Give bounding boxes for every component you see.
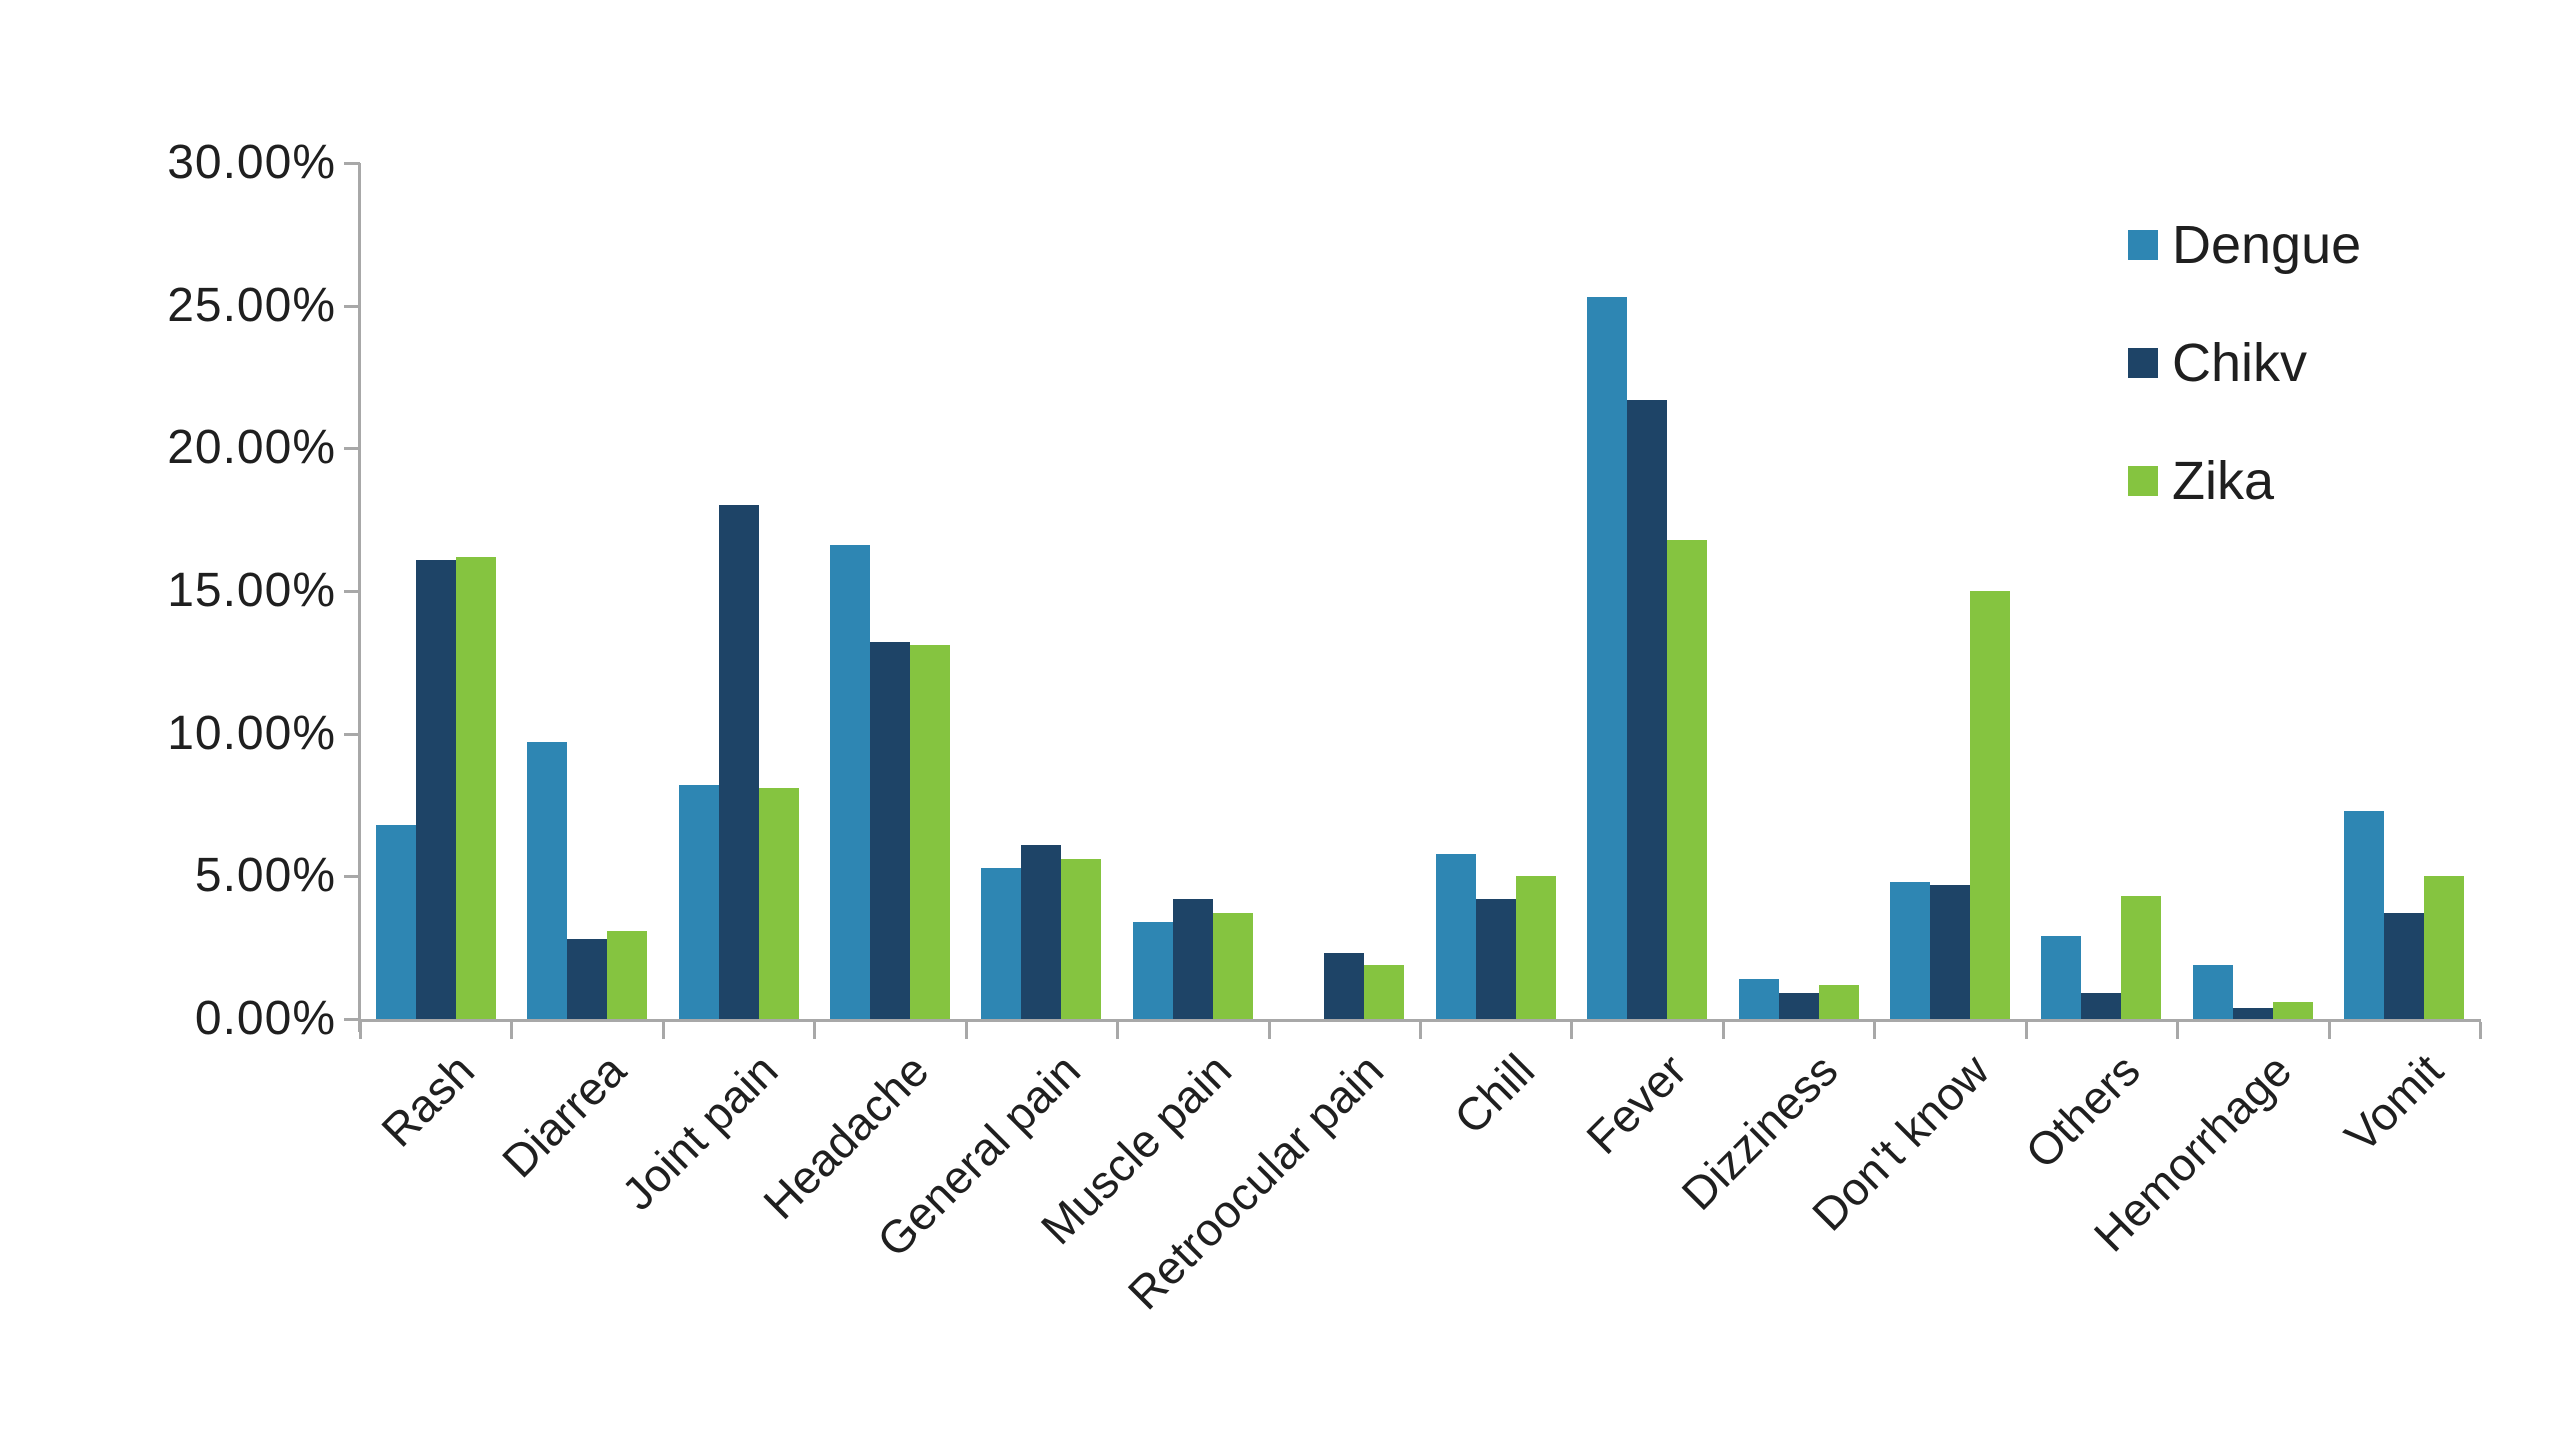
bar-dengue-vomit (2344, 811, 2384, 1019)
bar-chikv-don-t-know (1930, 885, 1970, 1019)
category-label-vomit: Vomit (2334, 1043, 2453, 1162)
y-axis-tick-0 (344, 1018, 360, 1021)
y-axis-tick-label-5: 5.00% (194, 849, 336, 903)
bar-dengue-general-pain (981, 868, 1021, 1019)
bar-chikv-dizziness (1779, 993, 1819, 1019)
legend-item-zika: Zika (2128, 454, 2274, 508)
bar-chikv-general-pain (1021, 845, 1061, 1019)
x-axis-tick (359, 1022, 362, 1039)
bar-zika-don-t-know (1970, 591, 2010, 1019)
bar-zika-rash (456, 557, 496, 1019)
category-label-others: Others (2015, 1043, 2151, 1179)
bar-zika-dizziness (1819, 985, 1859, 1019)
bar-chikv-retroocular-pain (1324, 953, 1364, 1019)
category-label-rash: Rash (371, 1043, 485, 1157)
bar-chikv-diarrea (567, 939, 607, 1019)
x-axis-tick (2024, 1022, 2028, 1039)
bar-dengue-hemorrhage (2193, 965, 2233, 1019)
bar-dengue-muscle-pain (1133, 922, 1173, 1019)
bar-dengue-rash (376, 825, 416, 1019)
bar-chikv-chill (1476, 899, 1516, 1019)
x-axis-tick (510, 1022, 514, 1039)
legend-swatch-chikv (2128, 348, 2158, 378)
x-axis-tick (2479, 1022, 2482, 1039)
bar-zika-retroocular-pain (1364, 965, 1404, 1019)
y-axis-tick-5 (344, 875, 360, 879)
bar-zika-general-pain (1061, 859, 1101, 1019)
legend-label-zika: Zika (2172, 451, 2275, 511)
y-axis-tick-label-15: 15.00% (167, 564, 336, 617)
x-axis-tick (2327, 1022, 2331, 1039)
plot-area (360, 163, 2480, 1019)
bar-dengue-fever (1587, 297, 1627, 1019)
y-axis-tick-30 (344, 162, 360, 165)
bar-zika-muscle-pain (1213, 913, 1253, 1019)
x-axis-tick (1267, 1022, 1271, 1039)
bar-zika-hemorrhage (2273, 1002, 2313, 1019)
x-axis-tick (2176, 1022, 2180, 1039)
bar-dengue-don-t-know (1890, 882, 1930, 1019)
y-axis-tick-25 (344, 304, 360, 308)
bar-zika-others (2121, 896, 2161, 1019)
bar-dengue-dizziness (1739, 979, 1779, 1019)
x-axis-tick (1570, 1022, 1574, 1039)
bar-chikv-headache (870, 642, 910, 1019)
legend-item-chikv: Chikv (2128, 336, 2307, 390)
y-axis-line (358, 163, 361, 1032)
y-axis-tick-15 (344, 590, 360, 593)
x-axis-tick (1419, 1022, 1422, 1039)
y-axis-tick-label-25: 25.00% (167, 278, 336, 332)
bar-dengue-others (2041, 936, 2081, 1019)
bar-chikv-hemorrhage (2233, 1008, 2273, 1019)
bar-chikv-vomit (2384, 913, 2424, 1019)
bar-zika-vomit (2424, 876, 2464, 1019)
bar-zika-diarrea (607, 931, 647, 1019)
bar-zika-chill (1516, 876, 1556, 1019)
y-axis-tick-10 (344, 732, 360, 736)
x-axis-tick (661, 1022, 665, 1039)
y-axis-tick-label-10: 10.00% (167, 706, 336, 760)
x-axis-tick (1873, 1022, 1877, 1039)
bar-chikv-muscle-pain (1173, 899, 1213, 1019)
bar-chikv-fever (1627, 400, 1667, 1019)
bar-dengue-diarrea (527, 742, 567, 1019)
legend-swatch-dengue (2128, 230, 2158, 260)
category-label-diarrea: Diarrea (492, 1043, 636, 1188)
y-axis-tick-20 (344, 447, 360, 451)
bar-chikv-rash (416, 560, 456, 1019)
bar-chikv-joint-pain (719, 505, 759, 1019)
category-label-chill: Chill (1444, 1043, 1545, 1144)
y-axis-tick-label-0: 0.00% (194, 992, 336, 1045)
x-axis-tick (1116, 1022, 1120, 1039)
y-axis-tick-label-30: 30.00% (167, 136, 336, 189)
legend-item-dengue: Dengue (2128, 218, 2361, 272)
y-axis-tick-label-20: 20.00% (167, 421, 336, 475)
bar-zika-fever (1667, 540, 1707, 1019)
bar-zika-headache (910, 645, 950, 1019)
bar-dengue-joint-pain (679, 785, 719, 1019)
bar-zika-joint-pain (759, 788, 799, 1019)
bar-dengue-headache (830, 545, 870, 1019)
x-axis-tick (813, 1022, 817, 1039)
x-axis-tick (964, 1022, 968, 1039)
bar-chikv-others (2081, 993, 2121, 1019)
legend-label-chikv: Chikv (2172, 333, 2308, 393)
x-axis-line (360, 1019, 2481, 1022)
category-label-fever: Fever (1575, 1043, 1696, 1164)
legend-swatch-zika (2128, 466, 2158, 496)
x-axis-tick (1721, 1022, 1725, 1039)
legend-label-dengue: Dengue (2172, 215, 2362, 275)
bar-dengue-chill (1436, 854, 1476, 1019)
